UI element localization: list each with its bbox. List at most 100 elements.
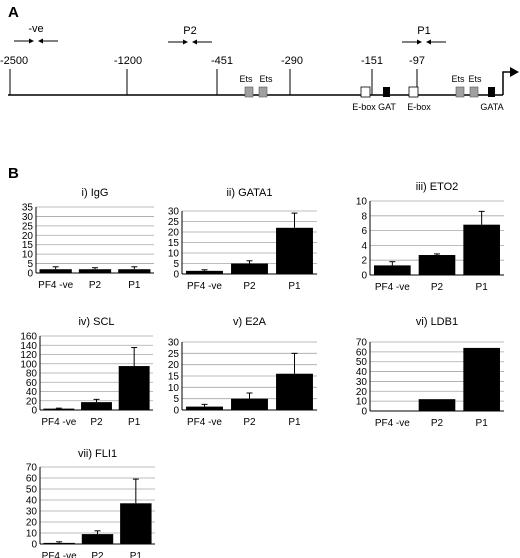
y-tick-label: 0	[361, 271, 367, 282]
svg-text:Ets: Ets	[239, 74, 253, 84]
y-tick-label: 25	[22, 221, 34, 232]
bar	[463, 224, 500, 275]
y-tick-label: 0	[173, 406, 179, 417]
y-tick-label: 15	[22, 240, 34, 251]
primer-arrows-icon	[14, 38, 58, 44]
svg-text:Ets: Ets	[451, 74, 465, 84]
bar	[463, 347, 500, 411]
position-label: -97	[409, 55, 425, 67]
bar	[418, 399, 456, 411]
x-tick-label: P1	[476, 418, 489, 429]
x-tick-label: PF4 -ve	[41, 417, 76, 428]
y-tick-label: 20	[26, 518, 38, 529]
y-tick-label: 40	[26, 387, 38, 398]
x-tick-label: P2	[243, 417, 256, 428]
x-tick-label: PF4 -ve	[187, 417, 222, 428]
position-label: -151	[361, 55, 383, 67]
element-ets-3: Ets	[451, 74, 465, 98]
primer-arrows-icon	[168, 39, 212, 45]
position-ticks	[9, 69, 418, 95]
chart-title: vii) FLI1	[78, 448, 117, 460]
x-tick-label: P2	[91, 551, 104, 558]
y-tick-label: 40	[356, 367, 368, 378]
x-tick-label: P1	[476, 282, 489, 293]
y-tick-label: 160	[20, 332, 37, 343]
bar	[418, 255, 456, 275]
y-tick-label: 70	[26, 463, 38, 474]
y-tick-label: 0	[27, 269, 33, 280]
y-tick-label: 30	[168, 338, 180, 349]
x-tick-label: P1	[128, 280, 141, 291]
x-tick-label: P2	[89, 280, 102, 291]
y-tick-label: 50	[356, 357, 368, 368]
y-tick-label: 70	[356, 338, 368, 349]
x-tick-label: PF4 -ve	[187, 281, 222, 292]
bar	[43, 408, 75, 410]
chart-title: ii) GATA1	[226, 187, 272, 199]
x-tick-label: P2	[431, 282, 444, 293]
y-tick-label: 60	[26, 474, 38, 485]
bar	[276, 373, 313, 410]
bar	[81, 534, 114, 544]
x-tick-label: P2	[243, 281, 256, 292]
y-tick-label: 5	[27, 259, 33, 270]
element-ebox-2: E-box	[407, 86, 431, 112]
svg-text:GATA: GATA	[480, 102, 503, 112]
element-ets-1: Ets	[239, 74, 254, 98]
y-tick-label: 40	[26, 496, 38, 507]
y-tick-label: 100	[20, 359, 37, 370]
tss-arrow-icon	[510, 67, 519, 77]
primer-arrows-icon	[402, 39, 446, 45]
y-tick-label: 30	[22, 212, 34, 223]
bar-chart: iii) ETO2 0 2 4 6 8 10 PF4 -ve P2 P1	[356, 181, 504, 293]
svg-text:E-box: E-box	[352, 102, 376, 112]
y-tick-label: 25	[168, 349, 180, 360]
y-tick-label: 25	[168, 217, 180, 228]
panel-a-letter: A	[8, 4, 19, 21]
y-tick-label: 8	[361, 211, 367, 222]
y-tick-label: 140	[20, 341, 37, 352]
x-tick-label: PF4 -ve	[38, 280, 73, 291]
bar	[276, 227, 313, 274]
panel-b-letter: B	[8, 165, 19, 182]
x-tick-label: P2	[90, 417, 103, 428]
y-tick-label: 120	[20, 350, 37, 361]
y-tick-label: 30	[356, 377, 368, 388]
y-tick-label: 0	[31, 406, 37, 417]
bar	[186, 406, 223, 410]
svg-text:E-box: E-box	[407, 102, 431, 112]
y-tick-label: 20	[22, 231, 34, 242]
chart-title: vi) LDB1	[416, 316, 458, 328]
y-tick-label: 20	[26, 396, 38, 407]
chart-title: iv) SCL	[78, 316, 114, 328]
element-ets-2: Ets	[258, 74, 273, 98]
position-label: -451	[211, 55, 233, 67]
bar	[118, 366, 150, 410]
x-tick-label: P2	[431, 418, 444, 429]
element-gat: GAT	[378, 87, 396, 112]
x-tick-label: P1	[288, 417, 301, 428]
position-label: -2500	[0, 55, 28, 67]
bar	[231, 398, 268, 410]
y-tick-label: 20	[356, 387, 368, 398]
promoter-diagram: A -2500 -1200 -451 -290 -151 -97 -ve P2	[0, 4, 519, 112]
y-tick-label: 10	[168, 383, 180, 394]
y-tick-label: 60	[26, 378, 38, 389]
y-tick-label: 30	[168, 207, 180, 218]
y-tick-label: 5	[173, 259, 179, 270]
bar	[231, 263, 268, 274]
y-tick-label: 10	[168, 249, 180, 260]
y-tick-label: 20	[168, 228, 180, 239]
chart-title: iii) ETO2	[416, 181, 459, 193]
y-tick-label: 0	[173, 270, 179, 281]
y-tick-label: 0	[31, 540, 37, 551]
x-tick-label: PF4 -ve	[375, 418, 410, 429]
y-tick-label: 15	[168, 238, 180, 249]
x-tick-label: PF4 -ve	[375, 282, 410, 293]
